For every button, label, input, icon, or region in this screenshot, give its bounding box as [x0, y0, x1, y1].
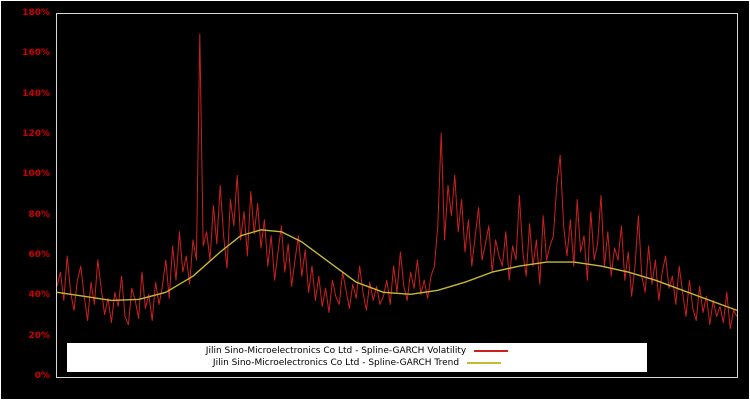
- legend-line-trend-sample: [467, 362, 502, 364]
- y-tick-label: 80%: [28, 209, 50, 220]
- chart-canvas: [57, 33, 737, 330]
- y-tick-label: 100%: [22, 169, 50, 180]
- legend-label-trend: Jilin Sino-Microelectronics Co Ltd - Spl…: [212, 358, 460, 368]
- y-tick-label: 120%: [22, 129, 50, 139]
- y-tick-label: 0%: [34, 371, 50, 381]
- y-tick-label: 140%: [22, 88, 50, 99]
- y-tick-label: 180%: [22, 8, 50, 18]
- y-tick-label: 60%: [28, 250, 50, 260]
- volatility-line: [57, 33, 737, 330]
- legend-line-volatility-sample: [474, 350, 509, 352]
- legend-item-trend: Jilin Sino-Microelectronics Co Ltd - Spl…: [67, 357, 647, 369]
- y-tick-label: 40%: [28, 290, 50, 301]
- legend-label-volatility: Jilin Sino-Microelectronics Co Ltd - Spl…: [205, 346, 467, 356]
- y-tick-label: 20%: [28, 330, 50, 341]
- legend: Jilin Sino-Microelectronics Co Ltd - Spl…: [67, 343, 647, 372]
- plot-area: Jilin Sino-Microelectronics Co Ltd - Spl…: [56, 13, 738, 378]
- legend-item-volatility: Jilin Sino-Microelectronics Co Ltd - Spl…: [67, 345, 647, 357]
- y-tick-label: 160%: [22, 48, 50, 59]
- trend-line: [57, 229, 737, 312]
